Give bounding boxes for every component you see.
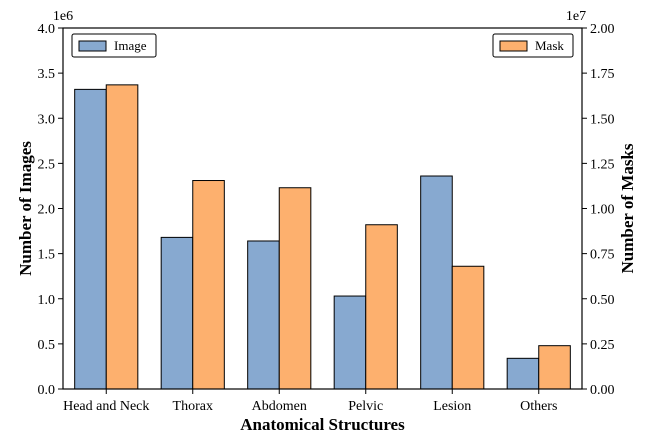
bars-group bbox=[74, 84, 571, 390]
legend-mask: Mask bbox=[492, 33, 574, 58]
x-tick-label: Thorax bbox=[173, 399, 213, 414]
bar-image-thorax bbox=[160, 236, 194, 390]
bar-mask-lesion bbox=[451, 265, 485, 390]
bar-image-abdomen bbox=[247, 240, 280, 390]
right-axis-multiplier: 1e7 bbox=[566, 9, 586, 24]
left-axis-label: Number of Images bbox=[16, 141, 35, 276]
x-tick-label: Abdomen bbox=[252, 399, 307, 414]
bar-mask-abdomen bbox=[278, 187, 312, 390]
right-tick-label: 0.25 bbox=[590, 338, 615, 353]
left-tick-label: 1.5 bbox=[38, 248, 56, 263]
plot-frame bbox=[62, 27, 583, 390]
x-tick-label: Head and Neck bbox=[63, 399, 149, 414]
right-tick-label: 1.00 bbox=[590, 203, 615, 218]
left-tick-label: 0.5 bbox=[38, 338, 56, 353]
right-axis-label: Number of Masks bbox=[618, 143, 637, 273]
legend-image-swatch bbox=[78, 40, 107, 52]
left-tick-label: 2.0 bbox=[38, 203, 56, 218]
left-tick-label: 3.5 bbox=[38, 67, 56, 82]
x-tick-label: Lesion bbox=[433, 399, 471, 414]
x-tick-label: Others bbox=[520, 399, 557, 414]
right-tick-label: 2.00 bbox=[590, 22, 615, 37]
bar-image-pelvic bbox=[333, 295, 367, 390]
left-tick-label: 4.0 bbox=[38, 22, 56, 37]
x-tick-label: Pelvic bbox=[348, 399, 383, 414]
left-tick-label: 0.0 bbox=[38, 383, 56, 398]
bar-mask-thorax bbox=[192, 180, 225, 390]
left-axis-multiplier: 1e6 bbox=[53, 9, 73, 24]
right-tick-label: 1.25 bbox=[590, 157, 615, 172]
x-axis-label: Anatomical Structures bbox=[240, 415, 405, 434]
right-tick-label: 0.00 bbox=[590, 383, 615, 398]
legend-image: Image bbox=[71, 33, 157, 58]
bar-image-others bbox=[506, 357, 540, 390]
legend-mask-label: Mask bbox=[535, 38, 564, 53]
left-axis-ticks: 0.0 0.5 1.0 1.5 2.0 2.5 3.0 3.5 4.0 bbox=[38, 22, 63, 398]
bar-mask-others bbox=[538, 345, 571, 390]
bar-image-head-and-neck bbox=[74, 88, 107, 390]
right-tick-label: 0.75 bbox=[590, 248, 615, 263]
bar-mask-head-and-neck bbox=[105, 84, 139, 390]
bar-image-lesion bbox=[420, 175, 453, 390]
left-tick-label: 3.0 bbox=[38, 112, 56, 127]
legend-image-label: Image bbox=[114, 38, 147, 53]
left-tick-label: 2.5 bbox=[38, 157, 56, 172]
right-tick-label: 1.75 bbox=[590, 67, 615, 82]
x-axis-ticks: Head and Neck Thorax Abdomen Pelvic Lesion Ot… bbox=[63, 389, 557, 414]
right-axis-ticks: 0.00 0.25 0.50 0.75 1.00 1.25 1.50 1.75 2.00 bbox=[582, 22, 615, 398]
bar-mask-pelvic bbox=[365, 224, 398, 390]
left-tick-label: 1.0 bbox=[38, 293, 56, 308]
right-tick-label: 0.50 bbox=[590, 293, 615, 308]
right-tick-label: 1.50 bbox=[590, 112, 615, 127]
legend-mask-swatch bbox=[499, 40, 528, 52]
